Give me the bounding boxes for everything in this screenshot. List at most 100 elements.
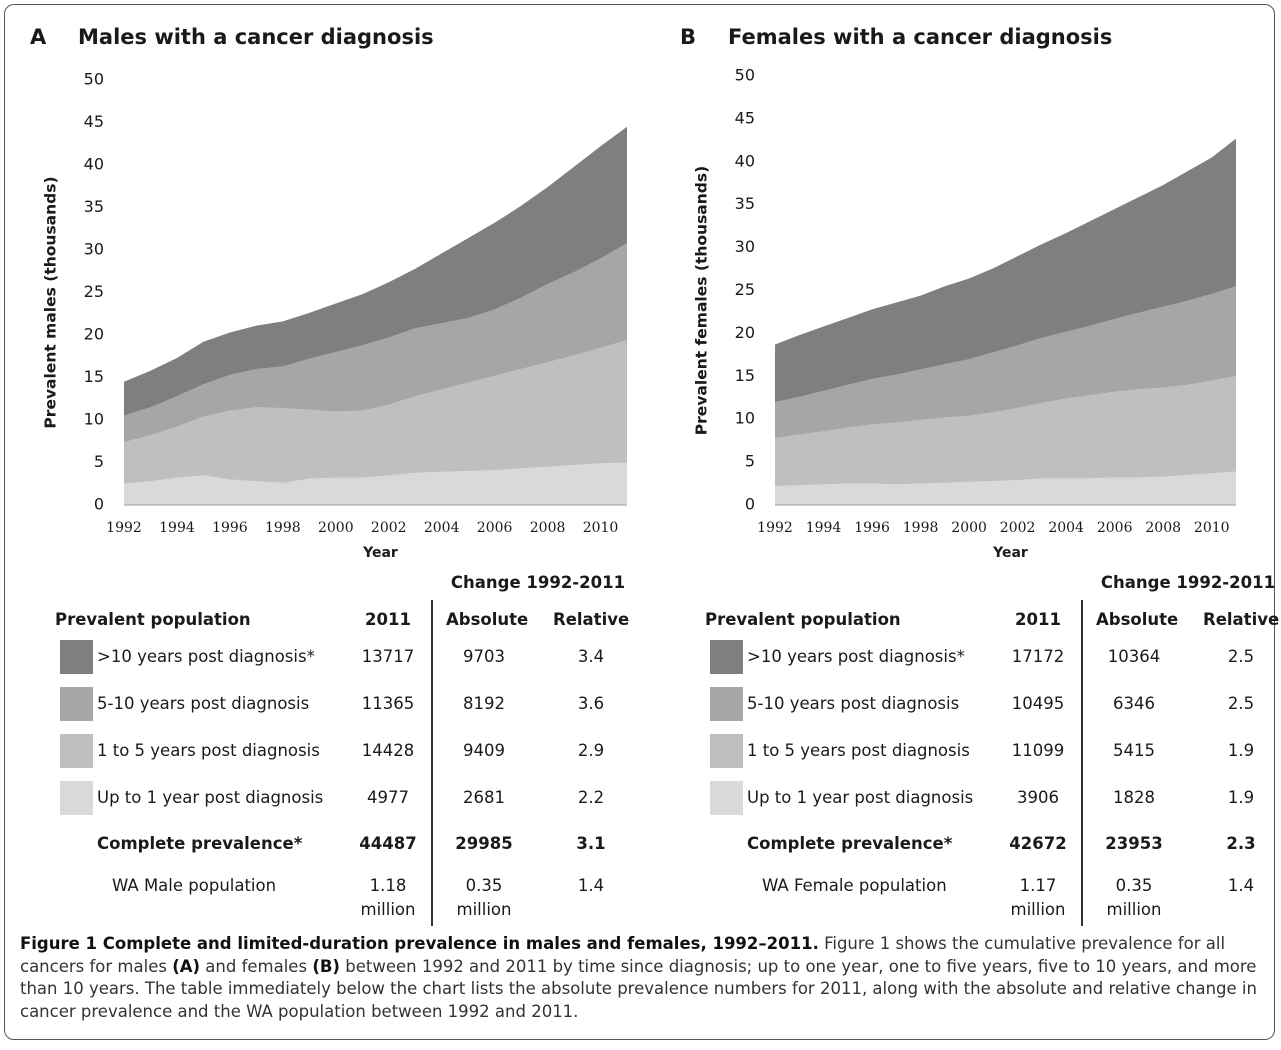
x-axis-title: Year (362, 545, 398, 561)
y-tick-label: 35 (84, 197, 104, 216)
table-cell: 29985 (455, 834, 513, 853)
table-cell: 17172 (1011, 647, 1065, 666)
x-tick-label: 2000 (951, 520, 987, 536)
table-cell: 10364 (1107, 647, 1161, 666)
area-series (775, 376, 1236, 487)
area-series (124, 340, 627, 484)
area-series (775, 471, 1236, 505)
y-tick-label: 15 (84, 367, 104, 386)
area-series (124, 243, 627, 443)
table-cell: 1828 (1113, 788, 1155, 807)
x-tick-label: 2004 (424, 520, 460, 536)
y-tick-label: 5 (745, 452, 755, 471)
column-header: 2011 (365, 610, 411, 629)
table-cell: 10495 (1011, 694, 1065, 713)
table-cell: 23953 (1105, 834, 1163, 853)
row-label: 1 to 5 years post diagnosis (97, 741, 320, 760)
x-tick-label: 2000 (318, 520, 354, 536)
y-tick-label: 50 (735, 66, 755, 85)
table-cell: 1.9 (1227, 788, 1255, 807)
table-divider (1081, 600, 1083, 926)
chart-title: Males with a cancer diagnosis (78, 25, 434, 49)
area-series (124, 126, 627, 416)
x-tick-label: 2008 (530, 520, 566, 536)
row-label: Complete prevalence* (747, 834, 953, 853)
table-cell: 9703 (463, 647, 505, 666)
y-axis-title: Prevalent females (thousands) (693, 166, 711, 435)
table-divider (431, 600, 433, 926)
caption-text: (B) (312, 956, 340, 976)
x-tick-label: 2010 (1194, 520, 1230, 536)
y-tick-label: 45 (735, 108, 755, 127)
legend-swatch (710, 640, 743, 674)
table-cell: 14428 (361, 741, 415, 760)
table-cell: 9409 (463, 741, 505, 760)
table-cell: 2.5 (1227, 694, 1255, 713)
legend-swatch (710, 687, 743, 721)
caption-text: and females (200, 956, 313, 976)
x-tick-label: 2004 (1048, 520, 1084, 536)
x-tick-label: 1992 (757, 520, 793, 536)
table-cell: 8192 (463, 694, 505, 713)
caption-text: (A) (172, 956, 201, 976)
x-tick-label: 2010 (583, 520, 619, 536)
y-tick-label: 20 (735, 323, 755, 342)
table-cell: 2.9 (577, 741, 605, 760)
y-tick-label: 50 (84, 70, 104, 89)
x-tick-label: 1992 (106, 520, 142, 536)
table-cell: 1.17 million (1010, 876, 1066, 919)
area-series (124, 462, 627, 505)
row-label: 5-10 years post diagnosis (747, 694, 960, 713)
legend-swatch (60, 640, 93, 674)
table-cell: 3.6 (577, 694, 605, 713)
y-tick-label: 40 (735, 151, 755, 170)
y-axis-title: Prevalent males (thousands) (42, 176, 60, 428)
row-label: >10 years post diagnosis* (97, 647, 315, 666)
table-cell: 4977 (367, 788, 409, 807)
table-cell: 0.35 million (456, 876, 512, 919)
y-tick-label: 0 (745, 495, 755, 514)
panel-label: B (680, 25, 696, 49)
legend-swatch (710, 734, 743, 768)
caption-text: between 1992 and 2011 by time since diag… (20, 956, 1257, 1021)
y-tick-label: 25 (84, 282, 104, 301)
change-header: Change 1992-2011 (450, 573, 626, 592)
row-label: WA Female population (762, 876, 947, 895)
row-label: Up to 1 year post diagnosis (747, 788, 974, 807)
figure-frame (4, 4, 1275, 1040)
caption-text: Figure 1 shows the cumulative prevalence… (20, 934, 1226, 976)
table-cell: 3.1 (576, 834, 606, 853)
table-cell: 1.4 (577, 876, 605, 895)
legend-swatch (60, 781, 93, 815)
x-tick-label: 2006 (477, 520, 513, 536)
area-series (775, 286, 1236, 439)
caption-text: Figure 1 Complete and limited-duration p… (20, 934, 819, 953)
column-header: Relative (1203, 610, 1280, 629)
change-header: Change 1992-2011 (1100, 573, 1276, 592)
column-header: Prevalent population (55, 610, 251, 629)
y-tick-label: 15 (735, 366, 755, 385)
table-cell: 2.3 (1226, 834, 1256, 853)
row-label: WA Male population (112, 876, 277, 895)
legend-swatch (60, 687, 93, 721)
table-cell: 3.4 (577, 647, 605, 666)
table-cell: 5415 (1113, 741, 1155, 760)
x-tick-label: 2006 (1097, 520, 1133, 536)
row-label: Complete prevalence* (97, 834, 303, 853)
x-axis-title: Year (992, 545, 1028, 561)
y-tick-label: 35 (735, 194, 755, 213)
table-cell: 42672 (1009, 834, 1067, 853)
column-header: Absolute (1096, 610, 1179, 629)
row-label: Up to 1 year post diagnosis (97, 788, 324, 807)
table-cell: 11099 (1011, 741, 1065, 760)
table-cell: 1.9 (1227, 741, 1255, 760)
row-label: 1 to 5 years post diagnosis (747, 741, 970, 760)
x-tick-label: 1996 (212, 520, 248, 536)
y-tick-label: 5 (94, 452, 104, 471)
x-tick-label: 1996 (854, 520, 890, 536)
table-cell: 11365 (361, 694, 415, 713)
y-tick-label: 20 (84, 325, 104, 344)
y-tick-label: 40 (84, 155, 104, 174)
x-tick-label: 2008 (1145, 520, 1181, 536)
